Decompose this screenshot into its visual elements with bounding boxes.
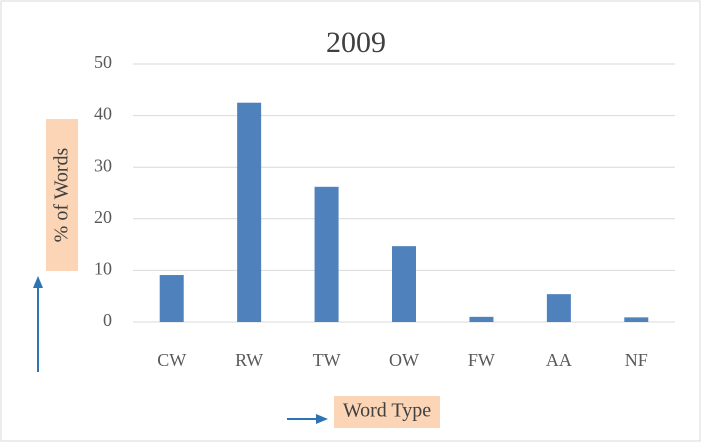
- y-tick-label: 50: [94, 52, 112, 72]
- x-axis-label: Word Type: [343, 400, 431, 422]
- y-tick-label: 10: [94, 259, 112, 279]
- arrow-head: [33, 276, 43, 288]
- bar: [392, 246, 416, 322]
- chart-title: 2009: [326, 26, 386, 59]
- y-axis-label: % of Words: [51, 147, 73, 242]
- x-tick-label: CW: [157, 350, 186, 370]
- y-axis-label-group: % of Words: [46, 119, 78, 271]
- y-tick-label: 20: [94, 207, 112, 227]
- y-tick-label: 0: [103, 310, 112, 330]
- x-tick-label: NF: [625, 350, 648, 370]
- y-axis-label-bg: [46, 119, 78, 271]
- x-tick-label: TW: [313, 350, 341, 370]
- y-tick-label: 30: [94, 155, 112, 175]
- x-axis-label-bg: [334, 396, 440, 428]
- y-tick-label: 40: [94, 104, 112, 124]
- bar: [237, 102, 262, 322]
- arrow-head: [316, 414, 328, 424]
- x-tick-label: AA: [546, 350, 572, 370]
- bar: [469, 316, 494, 322]
- bar: [624, 317, 649, 322]
- bar: [546, 294, 571, 322]
- x-tick-label: FW: [468, 350, 495, 370]
- bar: [159, 275, 184, 322]
- bar: [314, 186, 339, 322]
- x-tick-label: OW: [389, 350, 419, 370]
- x-tick-label: RW: [235, 350, 263, 370]
